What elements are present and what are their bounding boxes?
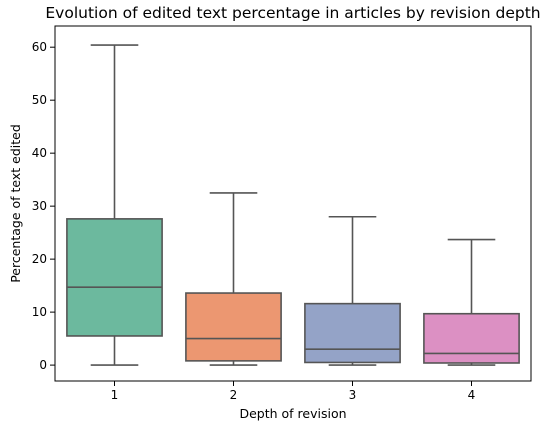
x-tick-label: 4 — [468, 388, 476, 402]
box-group-3 — [304, 215, 401, 366]
plot-frame — [54, 25, 532, 382]
x-axis-label: Depth of revision — [239, 406, 346, 421]
x-axis: 1 2 3 4 — [111, 381, 476, 402]
iqr-box — [185, 292, 282, 362]
y-tick-label: 0 — [39, 358, 47, 372]
box-series — [66, 44, 520, 366]
y-tick-label: 30 — [32, 199, 47, 213]
box-group-4 — [423, 238, 520, 366]
x-tick-label: 1 — [111, 388, 119, 402]
iqr-box — [304, 302, 401, 364]
y-axis-label: Percentage of text edited — [8, 124, 23, 283]
y-tick-label: 20 — [32, 252, 47, 266]
x-tick-label: 3 — [349, 388, 357, 402]
iqr-box — [66, 218, 163, 337]
iqr-box — [423, 312, 520, 364]
x-tick-label: 2 — [230, 388, 238, 402]
y-tick-label: 10 — [32, 305, 47, 319]
box-group-1 — [66, 44, 163, 366]
y-tick-label: 40 — [32, 146, 47, 160]
y-tick-label: 50 — [32, 93, 47, 107]
y-tick-label: 60 — [32, 40, 47, 54]
box-group-2 — [185, 192, 282, 366]
chart-title: Evolution of edited text percentage in a… — [45, 4, 540, 22]
y-axis: 0 10 20 30 40 50 60 — [32, 40, 55, 372]
